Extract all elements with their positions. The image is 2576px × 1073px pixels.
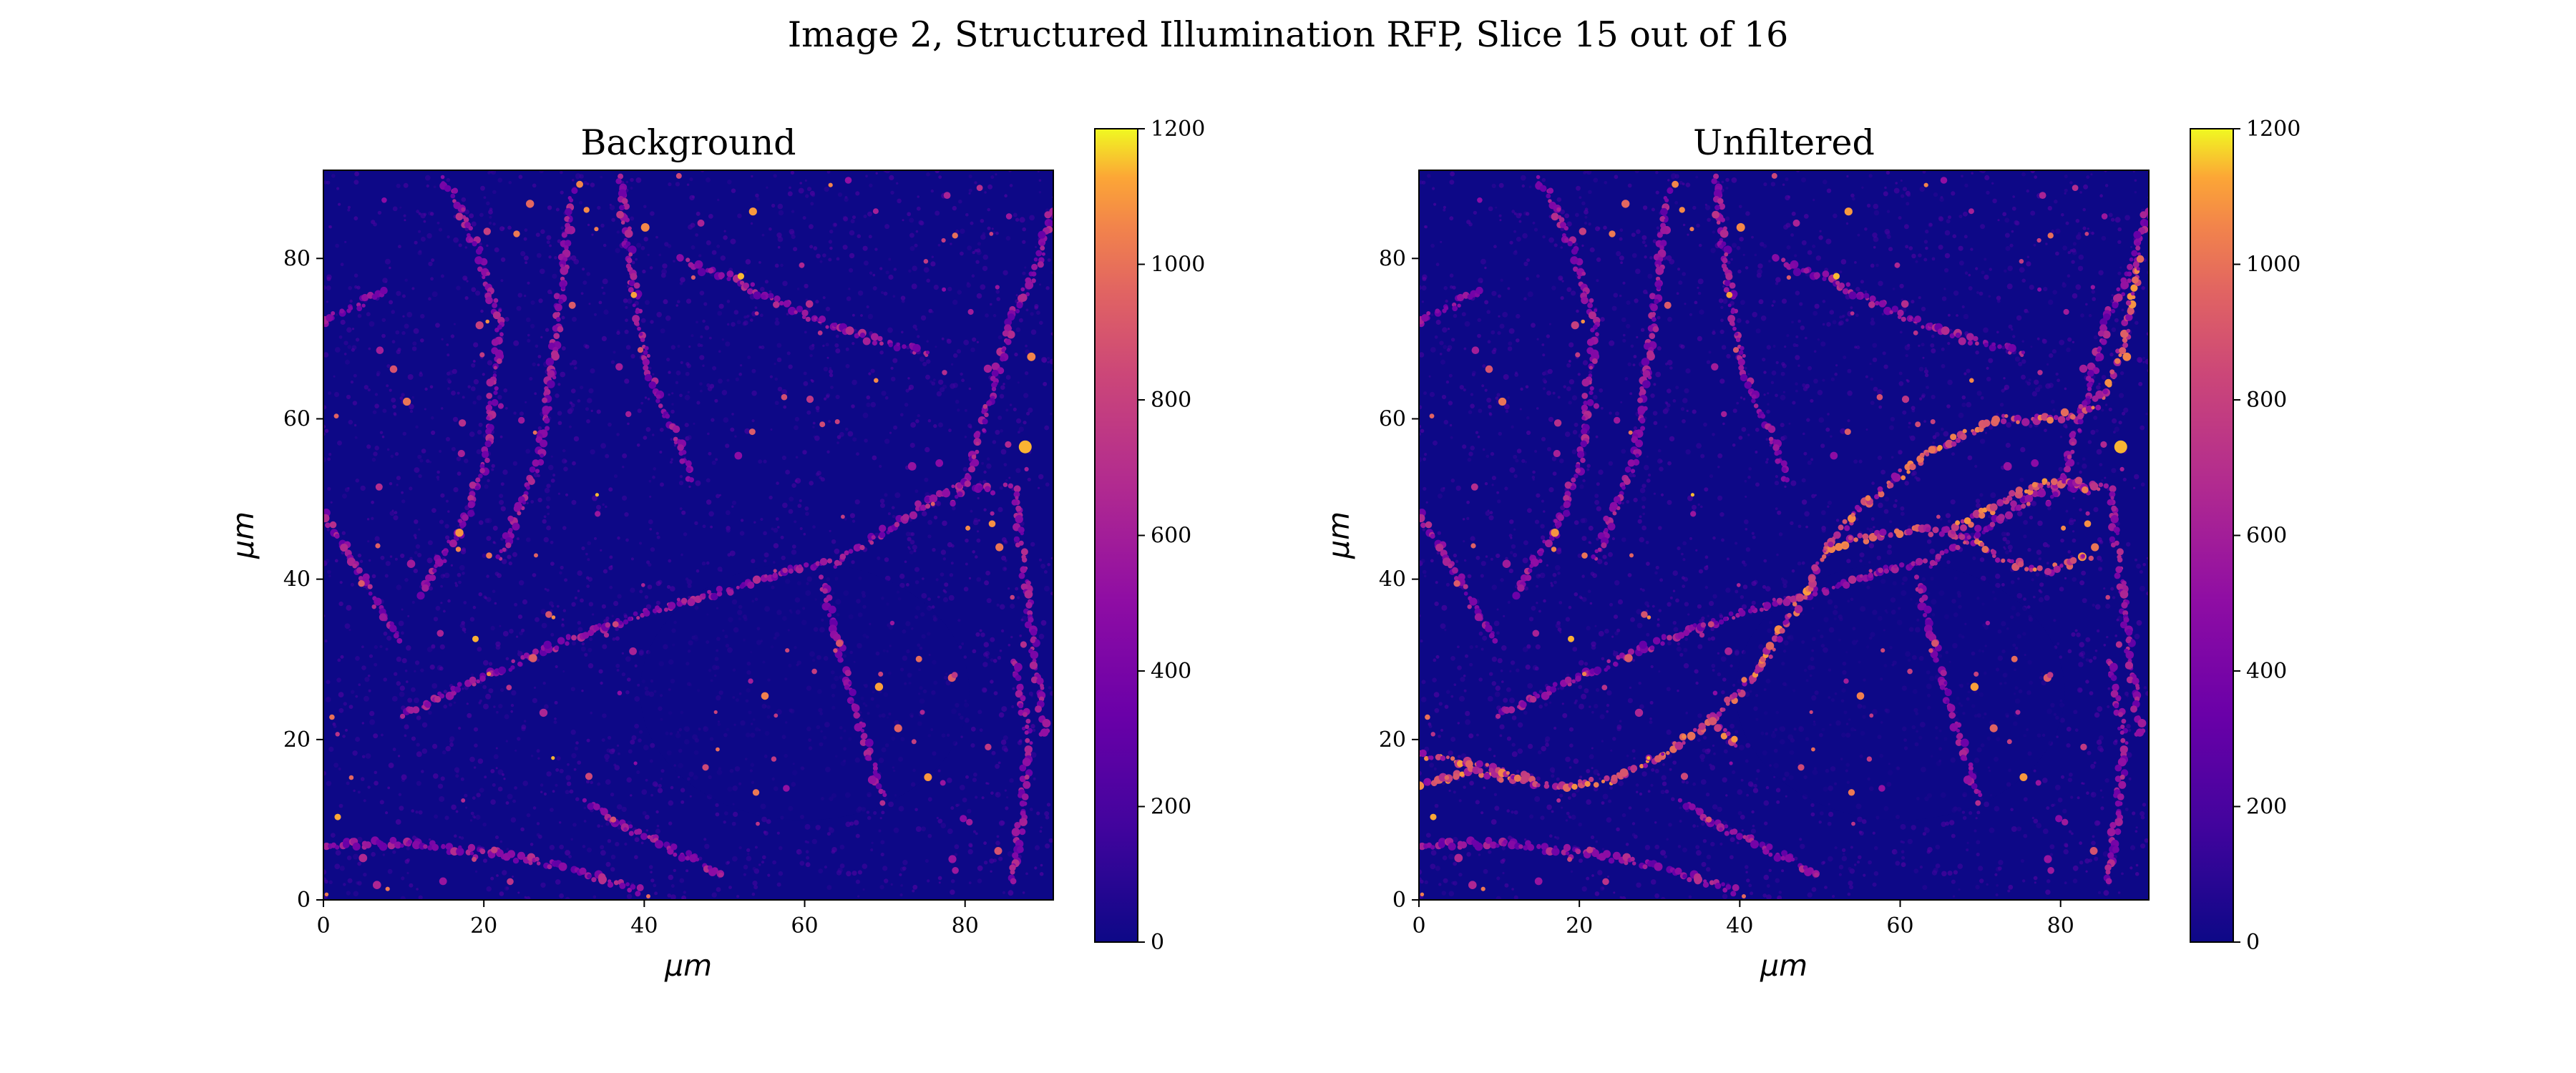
colorbar [2190, 128, 2234, 943]
y-tick-label: 20 [1379, 727, 1406, 753]
colorbar-tick-label: 400 [2246, 659, 2287, 684]
colorbar-tick-label: 600 [1151, 524, 1191, 549]
y-tick-label: 0 [297, 888, 311, 913]
x-tick-label: 0 [1412, 913, 1425, 939]
y-tick-label: 40 [1379, 567, 1406, 592]
colorbar-tick-label: 800 [1151, 388, 1191, 413]
colorbar-tick-label: 400 [1151, 659, 1191, 684]
colorbar-tick-label: 200 [1151, 795, 1191, 820]
x-tick-label: 40 [1726, 913, 1753, 939]
x-tick-label: 20 [1566, 913, 1593, 939]
axes-frame [1418, 170, 2150, 901]
y-tick-label: 40 [283, 567, 311, 592]
x-tick-label: 80 [2047, 913, 2074, 939]
x-axis-label: μm [664, 949, 712, 983]
y-axis-label: μm [1322, 511, 1356, 559]
colorbar [1094, 128, 1138, 943]
x-tick-label: 40 [630, 913, 658, 939]
y-tick-label: 80 [283, 246, 311, 271]
image-content [1419, 170, 2149, 900]
x-tick-label: 0 [316, 913, 330, 939]
panel-title: Background [580, 122, 796, 163]
colorbar-tick-label: 1000 [2246, 253, 2301, 278]
x-tick-label: 80 [952, 913, 979, 939]
colorbar-tick-label: 0 [1151, 930, 1164, 955]
x-tick-label: 60 [1886, 913, 1913, 939]
x-tick-label: 20 [470, 913, 497, 939]
colorbar-tick-label: 1200 [2246, 117, 2301, 142]
axes-frame [323, 170, 1054, 901]
image-content [323, 170, 1053, 900]
x-tick-label: 60 [791, 913, 818, 939]
y-tick-label: 0 [1392, 888, 1406, 913]
colorbar-tick-label: 200 [2246, 795, 2287, 820]
x-axis-label: μm [1760, 949, 1807, 983]
y-axis-label: μm [226, 511, 260, 559]
y-tick-label: 80 [1379, 246, 1406, 271]
panel-title: Unfiltered [1693, 122, 1875, 163]
y-tick-label: 60 [1379, 406, 1406, 431]
colorbar-tick-label: 1200 [1151, 117, 1205, 142]
colorbar-tick-label: 800 [2246, 388, 2287, 413]
colorbar-tick-label: 0 [2246, 930, 2260, 955]
y-tick-label: 60 [283, 406, 311, 431]
figure-title: Image 2, Structured Illumination RFP, Sl… [788, 14, 1789, 55]
colorbar-tick-label: 600 [2246, 524, 2287, 549]
y-tick-label: 20 [283, 727, 311, 753]
colorbar-tick-label: 1000 [1151, 253, 1205, 278]
